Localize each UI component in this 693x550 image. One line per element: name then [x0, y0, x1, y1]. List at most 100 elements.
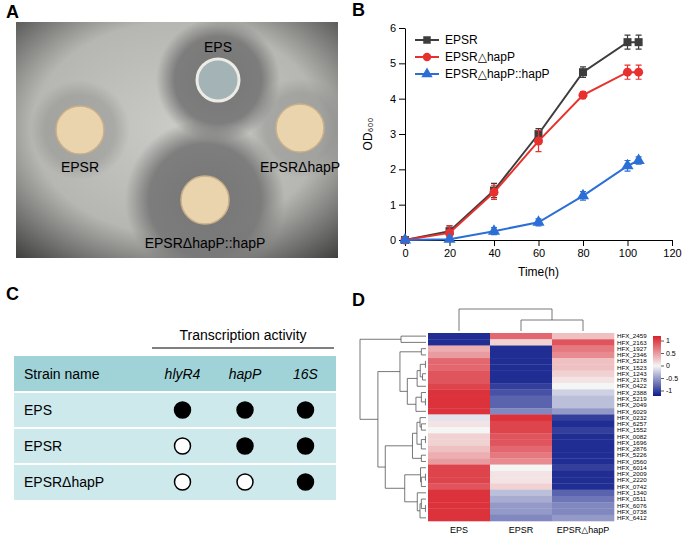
- heat-cell: [428, 502, 490, 509]
- point: [489, 188, 498, 197]
- heat-cell: [428, 346, 490, 353]
- row-separator: [14, 463, 336, 465]
- heat-cell: [552, 414, 614, 421]
- heat-cell: [552, 452, 614, 459]
- heat-cell: [490, 408, 552, 415]
- heat-cell: [428, 389, 490, 396]
- series-line: [405, 72, 639, 240]
- header-rule: [152, 348, 334, 349]
- color-bar: [653, 336, 661, 396]
- heat-cell: [552, 352, 614, 359]
- panel-a: EPSEPSREPSRΔhapPEPSRΔhapP::hapP: [16, 18, 350, 280]
- tick-label: 20: [444, 247, 456, 259]
- colony-label: EPS: [204, 39, 232, 55]
- panel-c: Transcription activityStrain namehlyR4ha…: [14, 327, 336, 500]
- heat-cell: [428, 508, 490, 515]
- tick-label: -1: [666, 387, 672, 394]
- x-tick: 20: [444, 240, 456, 259]
- panel-d: HFX_2459HFX_2163HFX_1927HFX_2346HFX_5218…: [360, 309, 678, 535]
- tick-mark: [661, 391, 664, 392]
- table-row: [14, 464, 336, 500]
- heat-cell: [552, 402, 614, 409]
- heat-cell: [490, 502, 552, 509]
- point: [633, 153, 645, 164]
- dendrogram-branch: [521, 320, 583, 331]
- plot-area: [400, 35, 645, 244]
- y-axis-title: OD₆₀₀: [361, 118, 375, 151]
- row-label: HFX_6412: [617, 514, 647, 521]
- y-tick: 6: [390, 22, 405, 34]
- heat-cell: [490, 496, 552, 503]
- dendrogram-branch: [459, 309, 552, 331]
- x-tick: 80: [577, 240, 589, 259]
- tick-label: 40: [488, 247, 500, 259]
- x-tick: 40: [488, 240, 500, 259]
- error-bar: [625, 35, 631, 49]
- dendrogram-branch: [417, 493, 426, 511]
- dendrogram-branch: [421, 477, 426, 486]
- tick-mark: [399, 99, 405, 100]
- dendrogram-branch: [360, 339, 401, 419]
- legend-marker: [421, 67, 432, 77]
- column-header: hlyR4: [165, 366, 201, 382]
- halo: [250, 78, 338, 178]
- tick-label: 100: [619, 247, 637, 259]
- activity-dot: [237, 438, 253, 454]
- colony-label: EPSR: [61, 159, 99, 175]
- point: [578, 91, 587, 100]
- point: [577, 189, 589, 200]
- dendrogram-branch: [401, 336, 426, 342]
- heat-cell: [490, 433, 552, 440]
- y-tick: 4: [390, 93, 405, 105]
- activity-dot: [175, 474, 191, 490]
- heat-cell: [428, 490, 490, 497]
- heat-cell: [428, 383, 490, 390]
- tick-label: 0.5: [666, 350, 676, 357]
- point: [579, 68, 587, 76]
- tick-mark: [399, 134, 405, 135]
- dendrogram-branch: [421, 349, 426, 355]
- table-group-header: Transcription activity: [179, 327, 306, 343]
- dendrogram-branch: [420, 418, 426, 427]
- legend-marker: [423, 36, 430, 43]
- heat-cell: [490, 346, 552, 353]
- heat-cell: [552, 377, 614, 384]
- x-tick: 100: [619, 240, 637, 259]
- tick-mark: [661, 366, 664, 367]
- heat-cell: [490, 377, 552, 384]
- colony: [197, 59, 239, 101]
- tick-label: 1: [666, 337, 670, 344]
- row-dendrogram: [360, 336, 426, 518]
- panel-letter: B: [352, 0, 365, 20]
- heat-cell: [552, 471, 614, 478]
- heat-cell: [490, 452, 552, 459]
- heat-cell: [552, 483, 614, 490]
- dendrogram-branch: [407, 378, 417, 404]
- tick-label: 1: [390, 199, 396, 211]
- x-tick: 60: [533, 240, 545, 259]
- tick-label: 3: [390, 128, 396, 140]
- heat-cell: [552, 515, 614, 522]
- dendrogram-branch: [417, 371, 426, 387]
- heat-cell: [552, 433, 614, 440]
- point: [621, 159, 633, 170]
- heat-cell: [428, 427, 490, 434]
- column-header: Strain name: [24, 366, 100, 382]
- halo: [30, 80, 130, 180]
- heat-cell: [490, 440, 552, 447]
- row-separator: [14, 427, 336, 429]
- row-separator: [14, 391, 336, 393]
- dendrogram-branch: [412, 433, 421, 458]
- tick-label: 2: [390, 163, 396, 175]
- heat-cell: [552, 508, 614, 515]
- dendrogram-branch: [416, 397, 426, 411]
- point: [534, 137, 543, 146]
- heat-cell: [490, 389, 552, 396]
- tick-label: 6: [390, 22, 396, 34]
- dendrogram-branch: [400, 352, 421, 392]
- activity-dot: [298, 438, 314, 454]
- heat-cell: [552, 408, 614, 415]
- heat-cell: [428, 446, 490, 453]
- heat-cell: [428, 496, 490, 503]
- series-line: [405, 42, 639, 240]
